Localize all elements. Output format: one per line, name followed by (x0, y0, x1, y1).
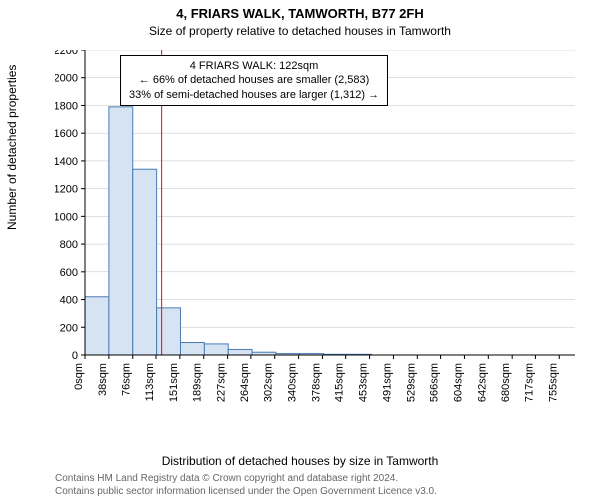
svg-text:1400: 1400 (55, 156, 78, 168)
svg-text:76sqm: 76sqm (121, 363, 133, 396)
svg-text:604sqm: 604sqm (452, 363, 464, 402)
svg-text:38sqm: 38sqm (97, 363, 109, 396)
footer-line-1: Contains HM Land Registry data © Crown c… (55, 473, 398, 484)
svg-text:642sqm: 642sqm (476, 363, 488, 402)
chart-title-main: 4, FRIARS WALK, TAMWORTH, B77 2FH (0, 6, 600, 21)
y-axis-label: Number of detached properties (5, 65, 19, 230)
svg-text:0: 0 (72, 350, 78, 362)
svg-text:2200: 2200 (55, 50, 78, 57)
svg-text:453sqm: 453sqm (358, 363, 370, 402)
svg-text:680sqm: 680sqm (500, 363, 512, 402)
svg-text:415sqm: 415sqm (334, 363, 346, 402)
svg-text:378sqm: 378sqm (310, 363, 322, 402)
svg-text:566sqm: 566sqm (429, 363, 441, 402)
svg-text:1200: 1200 (55, 184, 78, 196)
svg-text:529sqm: 529sqm (405, 363, 417, 402)
svg-text:189sqm: 189sqm (192, 363, 204, 402)
svg-text:264sqm: 264sqm (239, 363, 251, 402)
svg-text:113sqm: 113sqm (144, 363, 156, 401)
svg-text:755sqm: 755sqm (547, 363, 559, 402)
svg-text:227sqm: 227sqm (216, 363, 228, 402)
svg-text:0sqm: 0sqm (73, 363, 85, 390)
svg-text:302sqm: 302sqm (263, 363, 275, 402)
annotation-box: 4 FRIARS WALK: 122sqm← 66% of detached h… (120, 55, 388, 106)
svg-text:1000: 1000 (55, 211, 78, 223)
svg-text:600: 600 (60, 267, 78, 279)
svg-text:151sqm: 151sqm (168, 363, 180, 402)
x-axis-label: Distribution of detached houses by size … (0, 454, 600, 468)
svg-text:400: 400 (60, 295, 78, 307)
svg-text:340sqm: 340sqm (287, 363, 299, 402)
svg-text:2000: 2000 (55, 73, 78, 85)
chart-plot-area: 0 200 400 600 800 1000 1200 1400 1600 1800 2000 220… (55, 50, 580, 415)
svg-text:1600: 1600 (55, 128, 78, 140)
svg-text:1800: 1800 (55, 100, 78, 112)
svg-text:200: 200 (60, 322, 78, 334)
chart-title-sub: Size of property relative to detached ho… (0, 24, 600, 38)
footer-line-2: Contains public sector information licen… (55, 486, 437, 497)
svg-text:800: 800 (60, 239, 78, 251)
svg-text:491sqm: 491sqm (381, 363, 393, 402)
svg-text:717sqm: 717sqm (523, 363, 535, 402)
